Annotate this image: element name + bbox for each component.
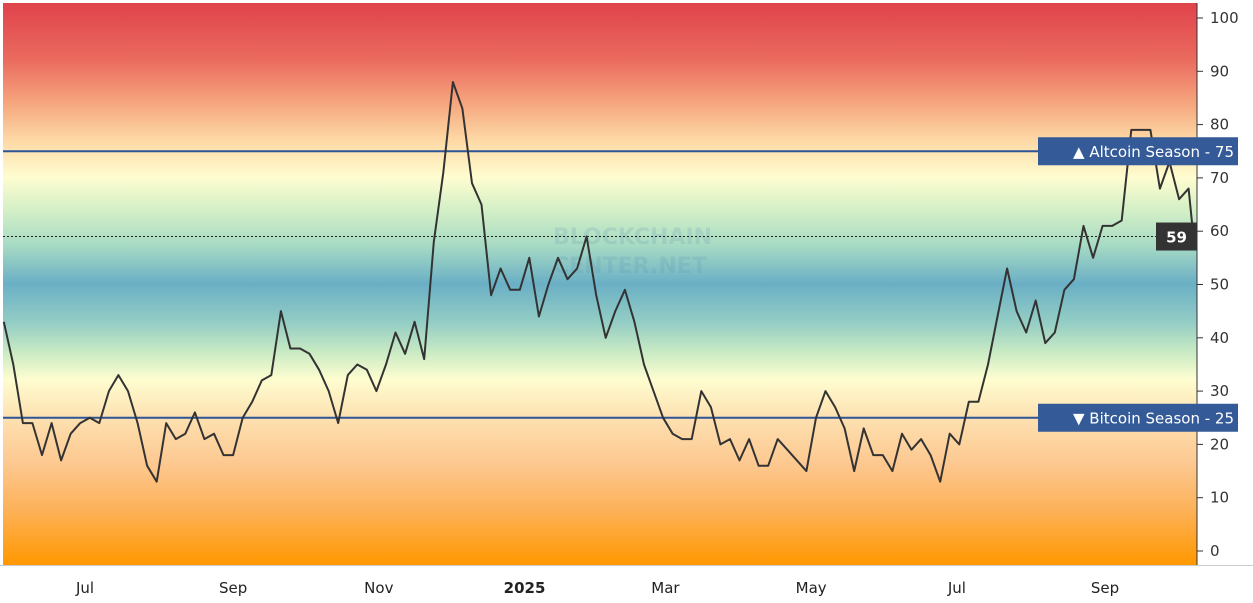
reference-value-label: 75 [1215, 143, 1234, 161]
plot-background [3, 3, 1197, 565]
y-tick-label: 50 [1210, 276, 1229, 294]
y-tick-label: 90 [1210, 62, 1229, 80]
y-tick-label: 70 [1210, 169, 1229, 187]
watermark: BLOCKCHAIN CENTER.NET [553, 225, 712, 279]
x-tick-label: May [796, 579, 827, 597]
current-value-box [1156, 222, 1197, 251]
y-tick-label: 0 [1210, 542, 1220, 560]
y-tick-label: 60 [1210, 222, 1229, 240]
x-tick-label: Jul [947, 579, 966, 597]
watermark-line-2: CENTER.NET [553, 254, 707, 279]
y-tick-label: 20 [1210, 435, 1229, 453]
y-tick-label: 80 [1210, 116, 1229, 134]
x-tick-label: Sep [219, 579, 247, 597]
series-line [2, 81, 1195, 483]
reference-label-text: ▼ Bitcoin Season [1073, 409, 1200, 427]
reference-dash: - [1200, 409, 1215, 427]
reference-label-box [1038, 403, 1238, 432]
current-value-label: 59 [1166, 229, 1187, 247]
y-tick-label: 100 [1210, 9, 1239, 27]
reference-label: ▼ Bitcoin Season - 25 [1073, 409, 1234, 427]
reference-label-box [1038, 137, 1238, 166]
watermark-line-1: BLOCKCHAIN [553, 225, 712, 250]
x-tick-label: 2025 [504, 579, 546, 597]
x-tick-label: Sep [1091, 579, 1119, 597]
reference-label: ▲ Altcoin Season - 75 [1073, 143, 1234, 161]
y-tick-label: 40 [1210, 329, 1229, 347]
y-tick-label: 10 [1210, 489, 1229, 507]
y-tick-label: 30 [1210, 382, 1229, 400]
reference-value-label: 25 [1215, 409, 1234, 427]
x-tick-label: Mar [651, 579, 680, 597]
reference-label-text: ▲ Altcoin Season [1073, 143, 1200, 161]
x-tick-label: Jul [75, 579, 94, 597]
x-tick-label: Nov [364, 579, 393, 597]
reference-dash: - [1200, 143, 1215, 161]
